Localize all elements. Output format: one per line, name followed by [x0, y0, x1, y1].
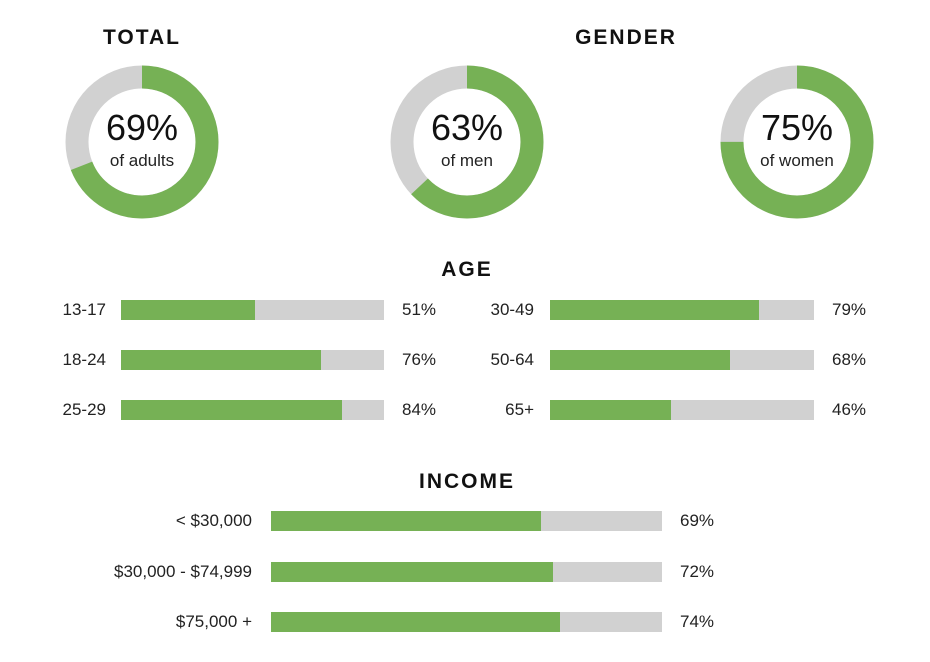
bar-track: [271, 612, 662, 632]
donut-arc: [65, 65, 219, 219]
donut-label: of men: [441, 151, 493, 170]
bar-value-label: 46%: [832, 400, 867, 419]
bar-value-label: 79%: [832, 300, 867, 319]
bar-track: [550, 350, 814, 370]
bar-fill: [550, 300, 759, 320]
bar-track: [121, 400, 384, 420]
age-bar-row: 30-49 79%: [0, 299, 930, 321]
bar-value-label: 74%: [680, 612, 715, 631]
donut-percent: 75%: [760, 107, 834, 148]
bar-value-label: 69%: [680, 511, 715, 530]
donut-svg: [720, 65, 874, 219]
donut-arc: [390, 65, 544, 219]
donut-arc: [720, 65, 874, 219]
bar-value-label: 84%: [402, 400, 437, 419]
donut-total-adults: 69% of adults: [64, 64, 220, 220]
bar-value-label: 51%: [402, 300, 437, 319]
bar-category-label: 50-64: [490, 350, 534, 369]
bar-fill: [550, 350, 730, 370]
bar-value-label: 68%: [832, 350, 867, 369]
bar-track: [550, 400, 814, 420]
age-bar-row: 18-24 76%: [0, 349, 930, 371]
income-bar-row: $30,000 - $74,999 72%: [0, 561, 930, 583]
age-bar-row: 50-64 68%: [0, 349, 930, 371]
bar-track: [121, 350, 384, 370]
income-bar-row: $75,000 + 74%: [0, 611, 930, 633]
age-bar-row: 25-29 84%: [0, 399, 930, 421]
bar-value-label: 76%: [402, 350, 437, 369]
bar-category-label: 13-17: [62, 300, 106, 319]
bar-fill: [550, 400, 672, 420]
bar-value-label: 72%: [680, 562, 715, 581]
bar-fill: [271, 562, 553, 582]
bar-category-label: < $30,000: [175, 511, 252, 530]
donut-percent: 69%: [105, 107, 179, 148]
bar-track: [121, 300, 384, 320]
donut-women: 75% of women: [719, 64, 875, 220]
bar-fill: [271, 612, 561, 632]
bar-category-label: 30-49: [490, 300, 534, 319]
donut-men: 63% of men: [389, 64, 545, 220]
bar-fill: [271, 511, 541, 531]
donut-label: of women: [760, 151, 834, 170]
donut-svg: [390, 65, 544, 219]
bar-category-label: $75,000 +: [175, 612, 252, 631]
income-heading: INCOME: [419, 470, 515, 493]
donut-percent: 63%: [430, 107, 504, 148]
bar-track: [550, 300, 814, 320]
bar-category-label: 25-29: [62, 400, 106, 419]
age-bar-row: 65+ 46%: [0, 399, 930, 421]
bar-fill: [121, 400, 342, 420]
bar-category-label: 65+: [505, 400, 534, 419]
gender-heading: GENDER: [575, 26, 677, 49]
bar-category-label: $30,000 - $74,999: [113, 562, 252, 581]
total-heading: TOTAL: [102, 26, 182, 49]
donut-svg: [65, 65, 219, 219]
donut-label: of adults: [109, 151, 175, 170]
bar-track: [271, 511, 662, 531]
bar-category-label: 18-24: [62, 350, 106, 369]
bar-track: [271, 562, 662, 582]
age-bar-row: 13-17 51%: [0, 299, 930, 321]
age-heading: AGE: [441, 258, 493, 281]
bar-fill: [121, 350, 321, 370]
income-bar-row: < $30,000 69%: [0, 510, 930, 532]
bar-fill: [121, 300, 256, 320]
